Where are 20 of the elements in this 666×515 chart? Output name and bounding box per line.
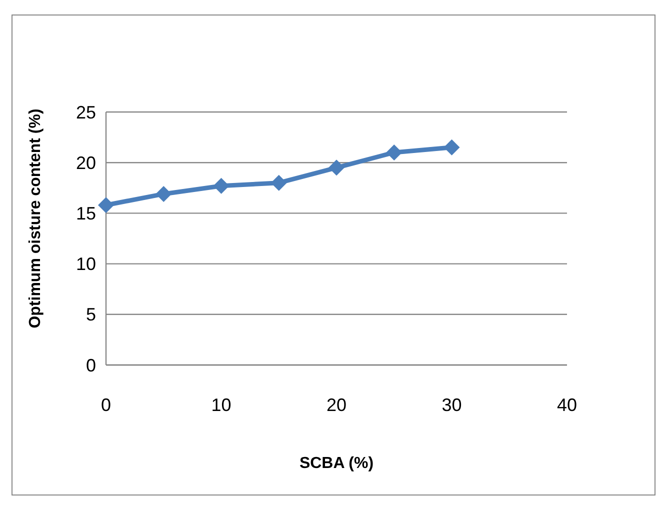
point: [98, 197, 114, 214]
y-tick-label: 20: [76, 152, 96, 173]
x-tick-label: 20: [326, 395, 347, 415]
y-axis-title: Optimum oisture content (%): [27, 108, 44, 328]
y-tick-label: 5: [86, 304, 96, 325]
y-tick-label: 25: [76, 102, 96, 122]
point: [444, 139, 460, 156]
point: [270, 174, 287, 191]
x-tick-label: 40: [556, 395, 578, 415]
y-tick-label: 10: [76, 254, 96, 274]
point: [386, 144, 402, 160]
x-tick-label: 30: [442, 395, 462, 415]
point: [328, 160, 344, 176]
point: [156, 186, 172, 202]
x-tick-label: 10: [211, 395, 232, 415]
x-axis-title: SCBA (%): [299, 455, 374, 472]
x-tick-label: 0: [100, 395, 112, 415]
y-tick-label: 15: [76, 204, 96, 224]
point: [213, 178, 230, 194]
y-tick-label: 0: [86, 355, 96, 376]
